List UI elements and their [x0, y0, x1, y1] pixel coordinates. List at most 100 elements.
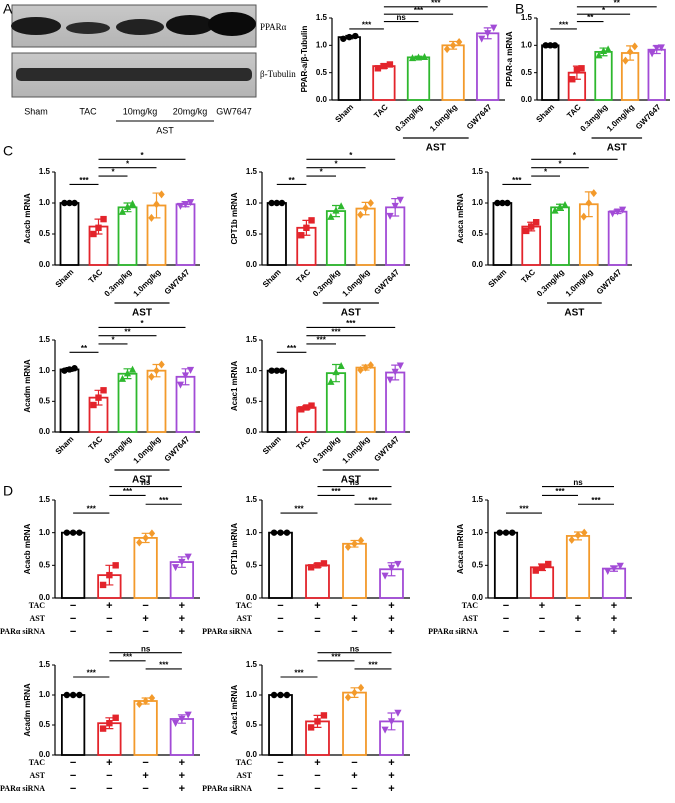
data-point	[314, 562, 321, 569]
condition-sign: −	[503, 613, 509, 625]
condition-sign: −	[106, 613, 112, 625]
y-tick-label: 1.0	[39, 366, 51, 375]
bar	[60, 531, 86, 599]
y-tick-label: 1.0	[246, 528, 258, 537]
data-point	[653, 44, 661, 52]
significance-label: ***	[87, 669, 97, 678]
condition-sign: +	[539, 600, 545, 612]
condition-sign: −	[70, 770, 76, 782]
x-tick-label: 1.0mg/kg	[341, 267, 372, 298]
y-tick-label: 0.0	[246, 593, 258, 602]
condition-label: TAC	[236, 758, 253, 767]
x-tick-label: TAC	[87, 267, 105, 285]
condition-sign: −	[351, 600, 357, 612]
lane-label: TAC	[79, 106, 97, 116]
y-axis-title: CPT1b mRNA	[230, 523, 239, 575]
data-point	[314, 718, 321, 725]
condition-label: AST	[236, 614, 252, 623]
data-point	[523, 227, 530, 235]
y-tick-label: 0.0	[39, 427, 51, 436]
significance-label: **	[81, 344, 88, 353]
y-tick-label: 1.0	[246, 366, 258, 375]
condition-label: PPARα siRNA	[0, 784, 45, 793]
condition-label: PPARα siRNA	[0, 627, 45, 636]
group-label: AST	[426, 143, 446, 154]
bar	[133, 700, 158, 756]
data-point	[547, 42, 554, 49]
data-point	[186, 199, 195, 207]
data-point	[616, 562, 624, 570]
significance-label: ***	[159, 496, 169, 505]
data-point	[148, 694, 156, 702]
data-point	[106, 720, 113, 727]
y-tick-label: 1.5	[39, 660, 51, 669]
condition-sign: +	[142, 770, 148, 782]
condition-sign: −	[575, 626, 581, 638]
data-point	[580, 212, 588, 221]
y-tick-label: 0.5	[39, 720, 51, 729]
data-point	[278, 199, 286, 207]
bar	[117, 372, 138, 433]
significance-label: ns	[397, 13, 407, 22]
bar	[550, 206, 570, 266]
significance-label: *	[140, 319, 144, 328]
significance-label: ***	[123, 652, 133, 661]
data-point	[374, 65, 382, 72]
y-tick-label: 0.5	[39, 396, 51, 405]
data-point	[63, 529, 71, 536]
data-point	[578, 65, 585, 72]
condition-sign: −	[106, 626, 112, 638]
condition-sign: +	[179, 783, 185, 795]
y-tick-label: 0.0	[472, 593, 484, 602]
data-point	[573, 66, 581, 74]
data-point	[61, 367, 68, 374]
group-label: AST	[156, 125, 174, 135]
x-tick-label: TAC	[372, 102, 390, 120]
data-point	[112, 562, 119, 569]
x-tick-label: TAC	[87, 434, 105, 452]
condition-sign: −	[575, 600, 581, 612]
y-tick-label: 0.0	[472, 260, 484, 269]
data-point	[71, 199, 78, 207]
data-point	[561, 201, 569, 209]
significance-label: *	[558, 159, 562, 168]
data-point	[367, 199, 374, 207]
data-point	[277, 529, 284, 536]
blot-band	[166, 15, 214, 35]
data-point	[648, 50, 656, 58]
bar	[607, 210, 628, 266]
condition-sign: −	[503, 626, 509, 638]
x-tick-label: GW7647	[163, 267, 192, 296]
condition-sign: −	[277, 770, 283, 782]
y-tick-label: 1.0	[39, 528, 51, 537]
data-point	[509, 529, 516, 536]
panel-letter: A	[3, 1, 13, 17]
western-blot	[11, 4, 257, 98]
data-point	[494, 199, 501, 207]
significance-label: **	[587, 13, 594, 22]
x-tick-label: TAC	[565, 102, 583, 120]
x-tick-label: GW7647	[634, 102, 663, 131]
data-point	[268, 199, 275, 207]
data-point	[283, 529, 291, 536]
significance-label: ***	[87, 505, 97, 514]
data-point	[90, 230, 97, 238]
y-axis-title: Acacb mRNA	[23, 523, 32, 574]
y-tick-label: 1.0	[39, 690, 51, 699]
significance-label: ***	[559, 21, 569, 30]
condition-sign: +	[611, 600, 617, 612]
data-point	[283, 691, 291, 699]
condition-label: PPARα siRNA	[428, 627, 478, 636]
condition-sign: +	[179, 613, 185, 625]
condition-sign: +	[388, 757, 394, 769]
data-point	[270, 691, 278, 699]
y-tick-label: 0.5	[39, 229, 51, 238]
significance-label: ***	[362, 21, 372, 30]
condition-sign: +	[106, 600, 112, 612]
y-tick-label: 0.0	[39, 750, 51, 759]
significance-label: ns	[141, 644, 151, 653]
significance-label: ***	[317, 336, 327, 345]
y-axis-title: Acaca mRNA	[456, 193, 465, 243]
panel-letter: B	[515, 1, 524, 17]
y-tick-label: 1.5	[246, 335, 258, 344]
